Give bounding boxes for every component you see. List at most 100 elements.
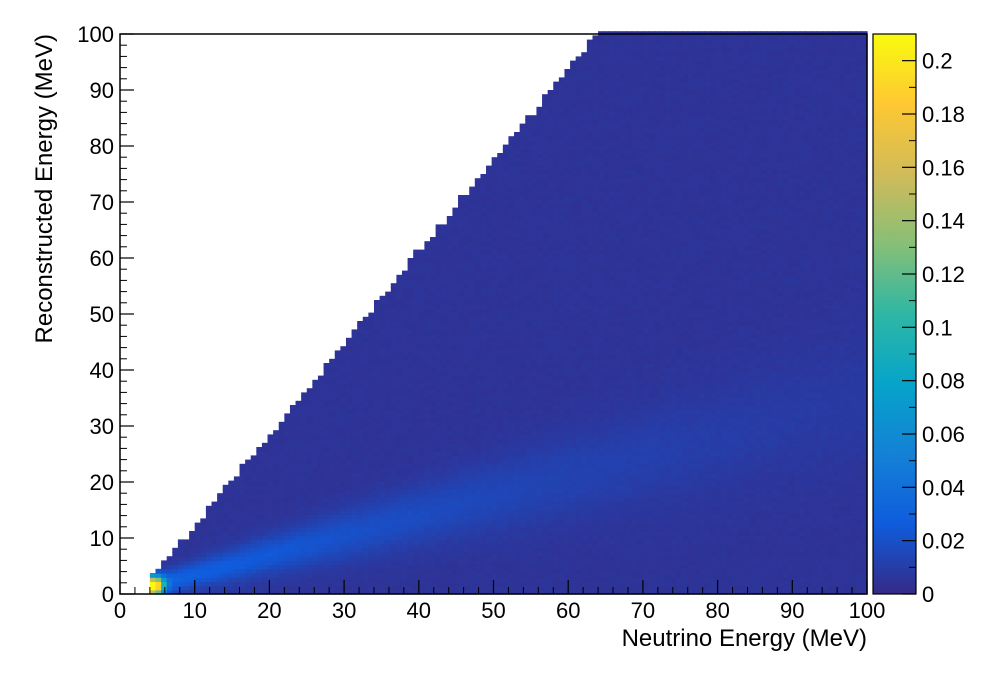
heatmap-cell — [194, 577, 201, 582]
heatmap-cell — [250, 510, 257, 515]
heatmap-cell — [441, 396, 448, 402]
heatmap-cell — [401, 442, 409, 448]
heatmap-cell — [155, 568, 162, 574]
heatmap-cell — [474, 279, 482, 284]
heatmap-cell — [194, 552, 201, 557]
heatmap-cell — [312, 573, 319, 578]
heatmap-cell — [458, 388, 465, 393]
heatmap-cell — [435, 321, 442, 326]
heatmap-cell — [564, 274, 571, 280]
heatmap-cell — [329, 426, 336, 431]
heatmap-cell — [301, 413, 308, 419]
heatmap-cell — [446, 585, 454, 591]
heatmap-cell — [345, 535, 353, 540]
heatmap-cell — [256, 547, 263, 553]
heatmap-cell — [508, 153, 515, 158]
heatmap-cell — [340, 434, 347, 440]
heatmap-cell — [385, 354, 392, 360]
heatmap-cell — [547, 438, 554, 444]
heatmap-cell — [547, 308, 554, 314]
heatmap-cell — [329, 497, 336, 503]
heatmap-cell — [407, 258, 414, 263]
heatmap-cell — [362, 518, 369, 524]
heatmap-cell — [491, 417, 498, 423]
heatmap-cell — [553, 371, 560, 377]
heatmap-cell — [502, 531, 510, 536]
heatmap-cell — [558, 102, 566, 108]
heatmap-cell — [329, 518, 336, 524]
heatmap-cell — [474, 426, 482, 431]
heatmap-cell — [547, 350, 554, 356]
heatmap-cell — [329, 493, 336, 498]
heatmap-cell — [250, 535, 257, 540]
heatmap-cell — [295, 501, 302, 507]
heatmap-cell — [357, 421, 364, 427]
heatmap-cell — [357, 573, 364, 578]
heatmap-cell — [469, 421, 476, 427]
heatmap-cell — [413, 384, 420, 389]
heatmap-cell — [357, 463, 364, 469]
heatmap-cell — [418, 300, 425, 305]
heatmap-cell — [424, 589, 431, 595]
heatmap-cell — [205, 505, 213, 511]
heatmap-cell — [306, 472, 313, 477]
heatmap-cell — [530, 526, 538, 532]
heatmap-cell — [424, 337, 431, 343]
heatmap-cell — [497, 400, 504, 406]
heatmap-cell — [329, 396, 336, 402]
heatmap-cell — [407, 522, 414, 528]
heatmap-cell — [508, 400, 515, 406]
heatmap-cell — [211, 514, 218, 519]
heatmap-cell — [570, 468, 577, 473]
heatmap-cell — [514, 379, 521, 385]
heatmap-cell — [261, 589, 269, 595]
heatmap-cell — [486, 489, 493, 494]
heatmap-cell — [463, 312, 470, 318]
heatmap-cell — [575, 472, 582, 477]
heatmap-cell — [519, 241, 526, 246]
heatmap-cell — [536, 207, 543, 213]
heatmap-cell — [525, 207, 532, 213]
heatmap-cell — [368, 392, 375, 398]
heatmap-cell — [413, 308, 420, 314]
heatmap-cell — [508, 279, 515, 284]
heatmap-cell — [217, 497, 224, 503]
heatmap-cell — [536, 140, 543, 146]
heatmap-cell — [166, 585, 173, 591]
heatmap-cell — [536, 434, 543, 440]
heatmap-cell — [306, 497, 313, 503]
heatmap-cell — [519, 274, 526, 280]
heatmap-cell — [452, 367, 459, 372]
heatmap-cell — [564, 497, 571, 503]
heatmap-cell — [536, 547, 543, 553]
heatmap-cell — [525, 568, 532, 574]
heatmap-cell — [514, 518, 521, 524]
heatmap-cell — [542, 430, 549, 435]
heatmap-cell — [256, 451, 263, 456]
heatmap-cell — [334, 379, 341, 385]
heatmap-cell — [379, 417, 386, 423]
heatmap-cell — [194, 539, 201, 545]
heatmap-cell — [441, 497, 448, 503]
heatmap-cell — [519, 291, 526, 297]
heatmap-cell — [390, 463, 397, 469]
heatmap-cell — [480, 489, 487, 494]
heatmap-cell — [474, 518, 482, 524]
heatmap-cell — [553, 589, 560, 595]
heatmap-cell — [486, 228, 493, 234]
heatmap-cell — [474, 489, 482, 494]
heatmap-cell — [452, 346, 459, 351]
heatmap-cell — [301, 543, 308, 549]
heatmap-cell — [480, 400, 487, 406]
heatmap-cell — [424, 266, 431, 272]
heatmap-cell — [407, 577, 414, 582]
heatmap-cell — [323, 531, 330, 536]
heatmap-cell — [430, 476, 437, 482]
heatmap-cell — [530, 295, 538, 301]
heatmap-cell — [317, 434, 325, 440]
heatmap-cell — [430, 552, 437, 557]
heatmap-cell — [519, 211, 526, 217]
heatmap-cell — [329, 573, 336, 578]
heatmap-cell — [284, 560, 291, 566]
heatmap-cell — [558, 316, 566, 322]
